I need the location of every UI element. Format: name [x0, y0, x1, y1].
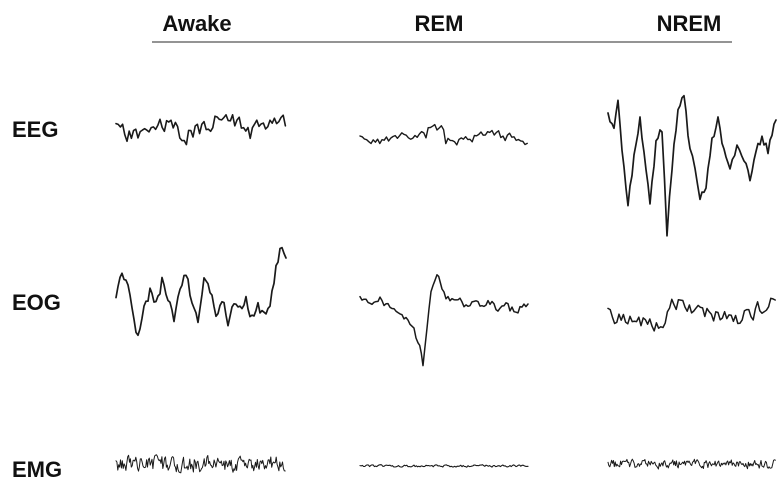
eeg-nrem-trace [607, 94, 777, 237]
eog-rem-trace [359, 274, 529, 367]
stage-title-awake: Awake [162, 11, 231, 36]
signal-label-emg: EMG [12, 457, 62, 482]
eeg-rem-trace [359, 123, 528, 146]
eog-awake-trace [115, 246, 287, 337]
emg-nrem-trace [607, 458, 776, 470]
emg-rem-trace [359, 464, 529, 468]
trace-group [115, 94, 777, 474]
signal-label-eeg: EEG [12, 117, 58, 142]
stage-title-rem: REM [415, 11, 464, 36]
signal-label-eog: EOG [12, 290, 61, 315]
emg-awake-trace [115, 454, 286, 474]
eog-nrem-trace [607, 297, 776, 332]
eeg-awake-trace [115, 114, 287, 146]
stage-title-nrem: NREM [657, 11, 722, 36]
